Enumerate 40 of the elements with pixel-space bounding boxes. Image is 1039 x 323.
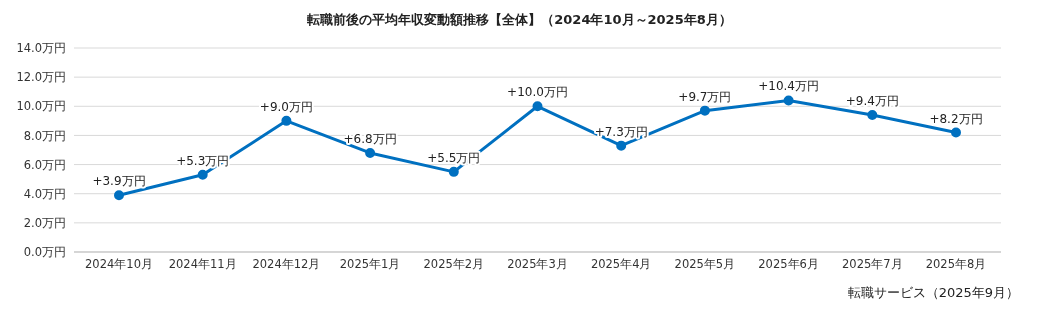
x-tick-label: 2025年6月 — [758, 257, 819, 272]
x-tick-label: 2024年12月 — [252, 257, 321, 272]
x-tick-label: 2024年11月 — [168, 257, 237, 272]
y-tick-label: 8.0万円 — [23, 128, 66, 143]
data-label: +10.0万円 — [507, 85, 568, 100]
point — [114, 190, 124, 201]
point — [783, 95, 794, 106]
y-tick-label: 2.0万円 — [23, 215, 66, 230]
data-label: +10.4万円 — [758, 79, 819, 94]
y-tick-label: 10.0万円 — [16, 99, 66, 114]
data-label: +9.4万円 — [845, 94, 899, 109]
point — [699, 105, 710, 116]
point — [448, 166, 459, 177]
y-tick-label: 4.0万円 — [23, 186, 66, 201]
y-tick-label: 12.0万円 — [16, 70, 66, 85]
data-label: +3.9万円 — [92, 174, 146, 189]
x-tick-label: 2025年2月 — [423, 257, 485, 272]
x-tick-label: 2025年5月 — [674, 257, 736, 272]
point — [365, 147, 376, 158]
y-tick-label: 14.0万円 — [16, 41, 66, 56]
x-tick-label: 2025年3月 — [507, 257, 568, 272]
point — [532, 101, 543, 112]
x-tick-label: 2025年7月 — [842, 257, 903, 272]
x-tick-label: 2025年8月 — [925, 257, 987, 272]
x-tick-label: 2025年4月 — [590, 257, 652, 272]
data-label: +9.7万円 — [678, 89, 732, 104]
point — [867, 110, 878, 121]
data-label: +9.0万円 — [259, 99, 313, 114]
data-label: +6.8万円 — [343, 131, 397, 146]
data-label: +7.3万円 — [594, 124, 648, 139]
text: 転職サービス（2025年9月） — [846, 284, 1020, 302]
y-tick-label: 6.0万円 — [23, 157, 66, 172]
chart-title: 転職前後の平均年収変動額推移【全体】（2024年10月～2025年8月） — [306, 11, 733, 29]
data-label: +8.2万円 — [929, 111, 983, 126]
x-tick-label: 2024年10月 — [85, 257, 153, 272]
y-tick-label: 0.0万円 — [23, 245, 66, 260]
x-tick-label: 2025年1月 — [339, 257, 401, 272]
point — [616, 140, 627, 151]
point — [951, 127, 961, 138]
point — [281, 115, 292, 126]
